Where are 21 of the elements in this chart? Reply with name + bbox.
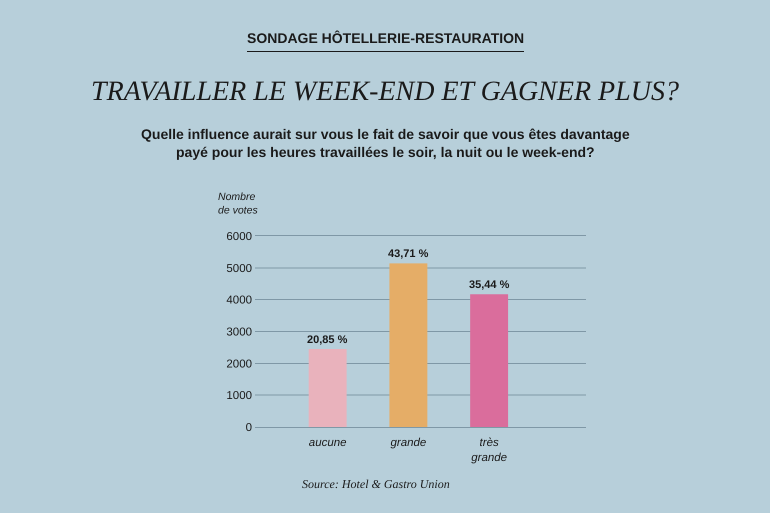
text: SONDAGE HÔTELLERIE-RESTAURATION <box>247 30 524 46</box>
y-tick-label: 2000 <box>226 358 252 370</box>
bar <box>308 349 347 427</box>
y-tick-label: 0 <box>246 422 252 434</box>
x-tick-label: aucune <box>308 436 347 449</box>
y-tick-label: 6000 <box>226 231 252 244</box>
annotation: 35,44 % <box>469 279 510 291</box>
x-tick-label: très grande <box>471 436 508 464</box>
y-tick-label: 3000 <box>226 326 252 339</box>
y-tick-label: 5000 <box>226 262 252 275</box>
x-tick-label: grande <box>390 436 426 449</box>
annotation: 20,85 % <box>307 334 348 346</box>
y-tick-label: 4000 <box>226 294 252 307</box>
chart-subtitle: Quelle influence aurait sur vous le fait de savoir que vous êtes davantage payé pour les heures travaillées le soir, la nuit ou le week-end? <box>141 126 630 160</box>
y-tick-label: 1000 <box>226 390 252 402</box>
y-axis-title: Nombre de votes <box>218 191 258 217</box>
annotation: 43,71 % <box>388 248 429 260</box>
source-note: Source: Hotel & Gastro Union <box>302 477 450 491</box>
bar <box>470 294 508 427</box>
chart-title: TRAVAILLER LE WEEK-END ET GAGNER PLUS? <box>91 76 679 107</box>
bar <box>389 263 428 427</box>
